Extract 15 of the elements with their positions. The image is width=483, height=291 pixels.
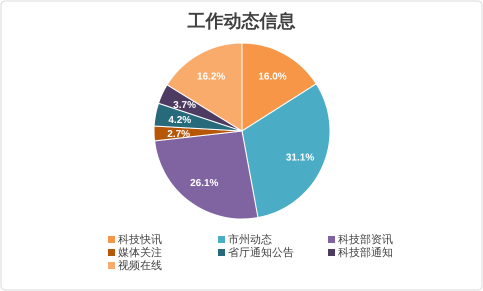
data-label: 31.1% — [286, 152, 314, 164]
data-label: 3.7% — [173, 100, 196, 112]
legend-label: 市州动态 — [228, 233, 272, 246]
legend-label: 科技部通知 — [338, 246, 393, 259]
legend-label: 视频在线 — [118, 259, 162, 272]
legend-label: 媒体关注 — [118, 246, 162, 259]
data-label: 26.1% — [190, 178, 219, 189]
data-label: 16.0% — [258, 71, 287, 82]
data-label: 16.2% — [196, 72, 226, 83]
legend-label: 省厅通知公告 — [228, 246, 294, 259]
legend-label: 科技部资讯 — [338, 233, 393, 246]
chart-title: 工作动态信息 — [186, 11, 296, 31]
data-label: 4.2% — [168, 115, 192, 126]
legend-label: 科技快讯 — [118, 233, 162, 246]
data-label: 2.7% — [167, 128, 190, 140]
